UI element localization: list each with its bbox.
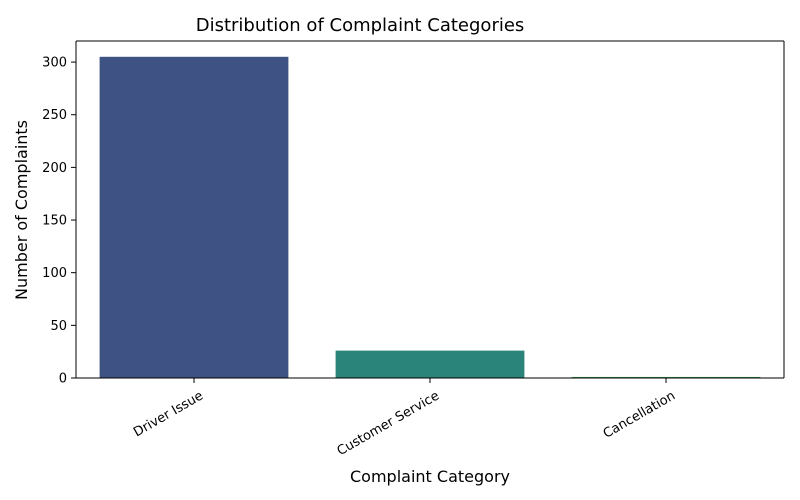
y-tick-label: 300 [42,56,67,71]
x-axis: Driver Issue Customer Service Cancellation [131,378,678,459]
chart-title: Distribution of Complaint Categories [196,15,525,36]
y-axis: 0 50 100 150 200 250 300 [42,56,76,387]
bars-group [99,56,761,378]
bar-customer-service [335,350,525,378]
y-tick-label: 200 [42,161,67,176]
x-tick-label: Driver Issue [131,388,206,440]
x-tick-label: Customer Service [335,388,442,459]
y-tick-label: 250 [42,108,67,123]
x-tick-label: Cancellation [601,388,678,441]
y-tick-label: 50 [50,319,67,334]
bar-cancellation [571,376,761,378]
y-axis-title: Number of Complaints [12,120,31,300]
y-tick-label: 150 [42,214,67,229]
y-tick-label: 100 [42,266,67,281]
bar-driver-issue [99,56,289,378]
y-tick-label: 0 [59,372,67,387]
x-axis-title: Complaint Category [350,467,510,486]
